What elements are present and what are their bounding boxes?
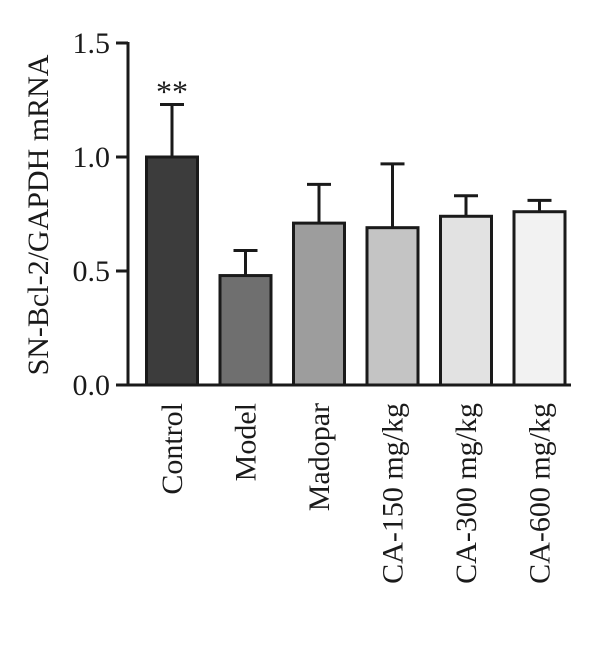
bar [218,274,273,387]
plot-area: Control Model Madopar CA-150 mg/kg CA-300 mg… [73,27,571,584]
x-tick-label: Madopar [303,403,336,511]
x-tick-label: CA-600 mg/kg [524,403,557,584]
x-tick-label: CA-300 mg/kg [450,403,483,584]
y-tick-label: 1.0 [73,141,111,174]
bar [145,155,199,387]
x-tick-label: Model [230,403,263,481]
y-tick-label: 0.0 [73,369,111,402]
bar [365,226,420,387]
y-tick-label: 1.5 [73,27,111,60]
y-axis-title: SN-Bcl-2/GAPDH mRNA [22,54,55,375]
bar [439,214,493,387]
y-tick-label: 0.5 [73,255,111,288]
bar [512,210,567,387]
x-tick-label: CA-150 mg/kg [377,403,410,584]
bar [292,221,346,387]
significance-annotation: ** [156,74,188,110]
x-tick-label: Control [156,403,189,495]
